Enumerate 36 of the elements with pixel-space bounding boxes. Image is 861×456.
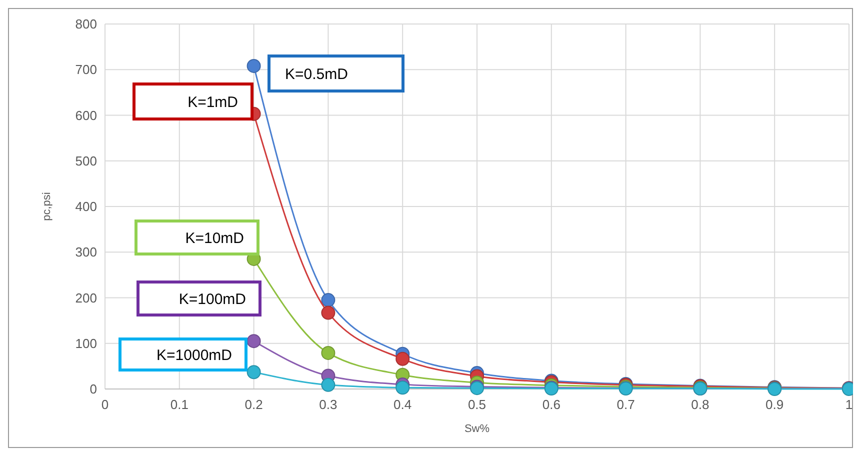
series-label: K=100mD bbox=[178, 290, 246, 308]
y-tick-label: 800 bbox=[75, 16, 97, 32]
x-tick-label: 0.9 bbox=[766, 397, 784, 412]
point bbox=[321, 346, 336, 360]
point bbox=[321, 378, 336, 392]
point bbox=[246, 365, 261, 380]
point bbox=[396, 352, 410, 366]
x-tick-label: 1 bbox=[845, 397, 853, 412]
point bbox=[246, 58, 261, 73]
point bbox=[396, 380, 410, 395]
y-tick-label: 700 bbox=[75, 62, 97, 78]
x-tick-label: 0.3 bbox=[319, 397, 338, 412]
x-tick-label: 0 bbox=[101, 397, 109, 412]
y-tick-label: 500 bbox=[75, 153, 97, 168]
series-label: K=1mD bbox=[188, 94, 238, 111]
x-tick-label: 0.8 bbox=[691, 397, 710, 412]
y-axis-title: pc,psi bbox=[41, 192, 53, 221]
point bbox=[246, 334, 261, 348]
point bbox=[321, 306, 336, 320]
y-tick-label: 100 bbox=[75, 336, 97, 351]
x-tick-label: 0.1 bbox=[170, 397, 188, 412]
x-tick-label: 0.5 bbox=[468, 397, 486, 412]
x-tick-label: 0.6 bbox=[542, 397, 560, 412]
y-tick-label: 200 bbox=[75, 290, 97, 306]
series-label: K=10mD bbox=[185, 230, 244, 247]
y-tick-label: 0 bbox=[90, 382, 97, 397]
x-tick-label: 0.4 bbox=[394, 397, 412, 412]
x-axis-title: Sw% bbox=[464, 423, 490, 435]
y-tick-label: 600 bbox=[75, 108, 97, 123]
series-label: K=0.5mD bbox=[285, 66, 348, 83]
y-tick-label: 400 bbox=[75, 199, 97, 214]
x-tick-label: 0.7 bbox=[616, 397, 635, 412]
x-tick-label: 0.2 bbox=[244, 397, 263, 412]
y-tick-label: 300 bbox=[75, 244, 97, 260]
point bbox=[321, 293, 336, 308]
series-label: K=1000mD bbox=[156, 346, 232, 364]
